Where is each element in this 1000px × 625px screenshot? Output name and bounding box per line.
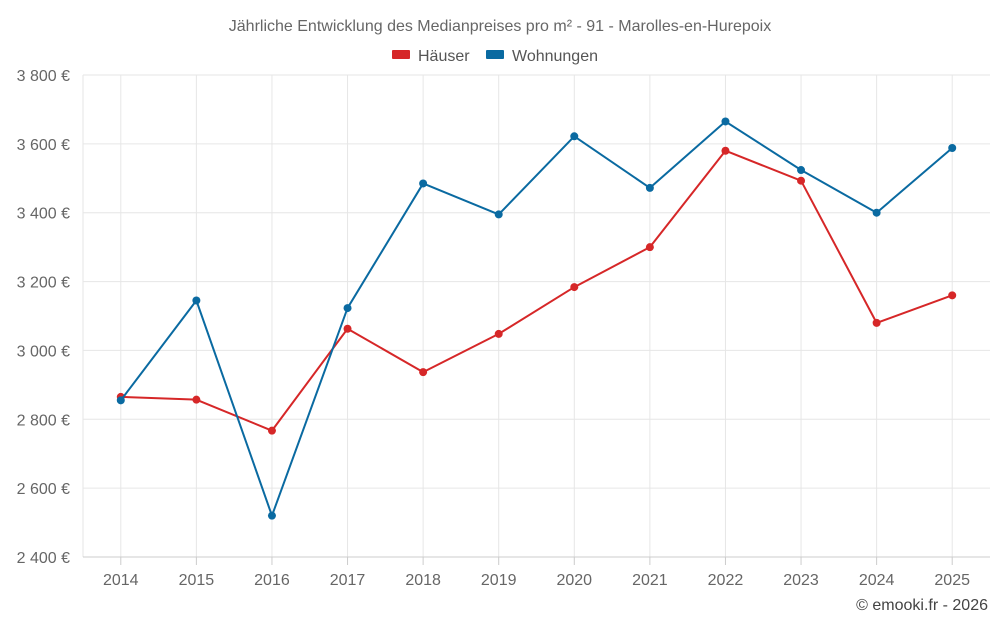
data-point-hauser[interactable] bbox=[948, 291, 957, 300]
legend-label-wohnungen: Wohnungen bbox=[512, 48, 598, 65]
data-point-hauser[interactable] bbox=[797, 176, 806, 185]
x-tick-label: 2014 bbox=[103, 572, 139, 589]
legend-item-hauser[interactable]: Häuser bbox=[392, 48, 470, 65]
data-point-wohnungen[interactable] bbox=[797, 166, 806, 175]
x-tick-label: 2018 bbox=[405, 572, 441, 589]
data-point-wohnungen[interactable] bbox=[494, 210, 503, 219]
series bbox=[116, 117, 957, 520]
legend-label-hauser: Häuser bbox=[418, 48, 470, 65]
x-tick-label: 2020 bbox=[556, 572, 592, 589]
y-tick-label: 3 800 € bbox=[17, 68, 70, 85]
data-point-hauser[interactable] bbox=[419, 368, 428, 377]
data-point-wohnungen[interactable] bbox=[570, 132, 579, 141]
data-point-hauser[interactable] bbox=[721, 146, 730, 155]
legend-swatch-wohnungen bbox=[486, 50, 504, 59]
data-point-wohnungen[interactable] bbox=[343, 304, 352, 313]
data-point-hauser[interactable] bbox=[494, 329, 503, 338]
x-tick-label: 2021 bbox=[632, 572, 668, 589]
data-point-wohnungen[interactable] bbox=[721, 117, 730, 126]
y-tick-label: 3 000 € bbox=[17, 343, 70, 360]
x-tick-label: 2024 bbox=[859, 572, 895, 589]
x-axis: 2014 2015 2016 2017 2018 2019 2020 2021 2022 2023… bbox=[83, 556, 990, 589]
x-tick-label: 2019 bbox=[481, 572, 517, 589]
grid bbox=[82, 74, 990, 558]
legend[interactable]: Häuser Wohnungen bbox=[392, 48, 598, 65]
data-point-wohnungen[interactable] bbox=[116, 396, 125, 405]
data-point-hauser[interactable] bbox=[570, 283, 579, 292]
data-point-wohnungen[interactable] bbox=[192, 296, 201, 305]
series-wohnungen bbox=[116, 117, 957, 520]
data-point-hauser[interactable] bbox=[343, 324, 352, 333]
series-hauser bbox=[116, 146, 957, 435]
chart-title: Jährliche Entwicklung des Medianpreises … bbox=[229, 18, 771, 35]
data-point-hauser[interactable] bbox=[267, 426, 276, 435]
data-point-wohnungen[interactable] bbox=[948, 143, 957, 152]
y-axis: 2 400 € 2 600 € 2 800 € 3 000 € 3 200 € 3 400… bbox=[17, 68, 70, 567]
data-point-wohnungen[interactable] bbox=[872, 208, 881, 217]
y-tick-label: 3 400 € bbox=[17, 206, 70, 223]
data-point-wohnungen[interactable] bbox=[419, 179, 428, 188]
data-point-hauser[interactable] bbox=[192, 395, 201, 404]
x-tick-label: 2016 bbox=[254, 572, 290, 589]
x-tick-label: 2022 bbox=[708, 572, 744, 589]
x-tick-label: 2025 bbox=[934, 572, 970, 589]
data-point-wohnungen[interactable] bbox=[645, 183, 654, 192]
y-tick-label: 2 600 € bbox=[17, 481, 70, 498]
x-tick-label: 2017 bbox=[330, 572, 366, 589]
x-tick-label: 2023 bbox=[783, 572, 819, 589]
legend-item-wohnungen[interactable]: Wohnungen bbox=[486, 48, 598, 65]
series-line-wohnungen bbox=[119, 120, 953, 517]
data-point-hauser[interactable] bbox=[872, 318, 881, 327]
y-tick-label: 3 600 € bbox=[17, 137, 70, 154]
y-tick-label: 3 200 € bbox=[17, 275, 70, 292]
series-line-hauser bbox=[120, 149, 953, 432]
x-tick-label: 2015 bbox=[179, 572, 215, 589]
data-point-hauser[interactable] bbox=[645, 243, 654, 252]
y-tick-label: 2 400 € bbox=[17, 550, 70, 567]
credit-text: © emooki.fr - 2026 bbox=[856, 597, 988, 614]
data-point-wohnungen[interactable] bbox=[267, 511, 276, 520]
legend-swatch-hauser bbox=[392, 50, 410, 59]
y-tick-label: 2 800 € bbox=[17, 412, 70, 429]
